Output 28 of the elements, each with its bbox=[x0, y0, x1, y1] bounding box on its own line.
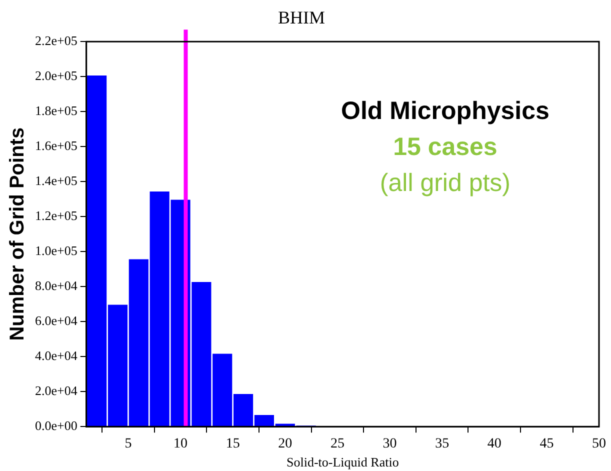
annotation: (all grid pts) bbox=[380, 168, 510, 197]
x-tick-label: 35 bbox=[435, 436, 450, 452]
y-tick-label: 1.0e+05 bbox=[34, 243, 78, 258]
y-tick-label: 0.0e+00 bbox=[34, 418, 78, 434]
x-tick-label: 20 bbox=[278, 436, 292, 452]
y-tick-label: 2.0e+04 bbox=[34, 383, 78, 398]
x-tick-label: 10 bbox=[174, 436, 188, 452]
y-tick-label: 2.0e+05 bbox=[34, 68, 78, 84]
y-axis-title: Number of Grid Points bbox=[6, 127, 29, 341]
x-tick-label: 45 bbox=[540, 436, 554, 452]
x-tick-label: 15 bbox=[226, 436, 240, 452]
y-tick-label: 2.2e+05 bbox=[34, 33, 78, 48]
y-tick-label: 4.0e+04 bbox=[34, 348, 78, 364]
x-tick-label: 50 bbox=[592, 436, 606, 452]
annotation: 15 cases bbox=[393, 132, 498, 161]
x-tick-label: 25 bbox=[330, 436, 344, 452]
y-tick-label: 1.4e+05 bbox=[34, 173, 78, 188]
y-tick-label: 1.6e+05 bbox=[34, 138, 78, 154]
y-tick-label: 6.0e+04 bbox=[34, 313, 78, 328]
x-tick-label: 5 bbox=[124, 436, 132, 452]
x-tick-label: 40 bbox=[487, 436, 502, 452]
y-tick-label: 1.2e+05 bbox=[34, 208, 78, 224]
chart-title: BHIM bbox=[278, 8, 326, 28]
annotation: Old Microphysics bbox=[341, 96, 550, 125]
y-tick-label: 1.8e+05 bbox=[34, 103, 78, 118]
x-axis-title: Solid-to-Liquid Ratio bbox=[286, 454, 399, 470]
y-tick-label: 8.0e+04 bbox=[34, 278, 78, 294]
x-tick-label: 30 bbox=[382, 436, 397, 452]
